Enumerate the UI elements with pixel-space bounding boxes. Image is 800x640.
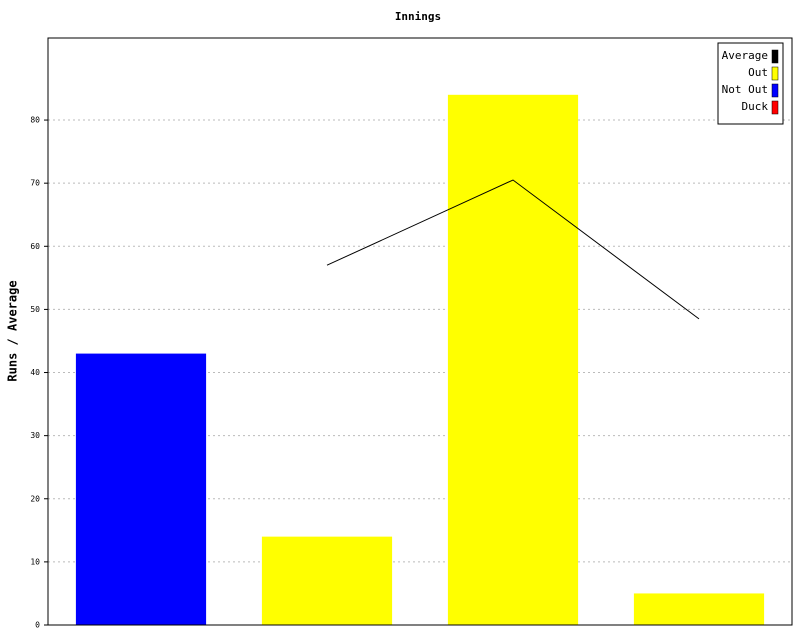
legend-swatch (771, 66, 779, 81)
y-tick-label: 40 (30, 368, 40, 377)
plot-frame (47, 37, 793, 626)
legend-swatch (771, 83, 779, 98)
y-tick-label: 50 (30, 305, 40, 314)
legend-label: Not Out (722, 83, 768, 96)
chart-title: Innings (395, 10, 441, 23)
legend: Average Out Not Out Duck (717, 42, 784, 125)
legend-label: Duck (742, 100, 769, 113)
y-tick-label: 60 (30, 242, 40, 251)
legend-label: Average (722, 49, 768, 62)
y-tick-label: 20 (30, 494, 40, 503)
y-axis-label: Runs / Average (6, 280, 20, 381)
bar (75, 353, 207, 625)
bar (447, 94, 579, 625)
bar (261, 536, 393, 625)
legend-label: Out (748, 66, 768, 79)
y-tick-label: 70 (30, 179, 40, 188)
legend-swatch (771, 49, 779, 64)
y-tick-label: 0 (35, 621, 40, 630)
line (326, 179, 700, 320)
bar (633, 593, 765, 625)
y-tick-label: 10 (30, 557, 40, 566)
y-tick-label: 80 (30, 116, 40, 125)
legend-swatch (771, 100, 779, 115)
y-tick-label: 30 (30, 431, 40, 440)
